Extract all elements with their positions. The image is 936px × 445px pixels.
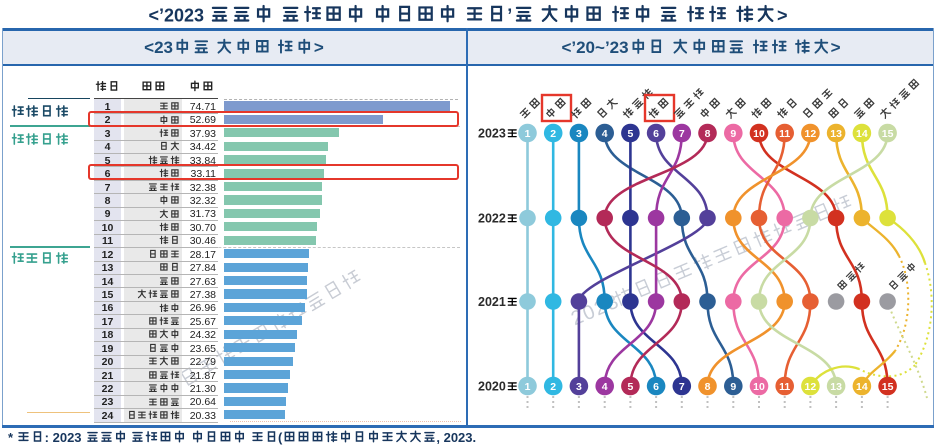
svg-text:11: 11 [779,128,790,140]
svg-text:5: 5 [627,381,633,393]
svg-text:7: 7 [679,381,685,393]
svg-text:8: 8 [705,128,711,140]
svg-text:13: 13 [830,381,842,393]
svg-text:2: 2 [550,128,556,140]
svg-text:7: 7 [679,128,685,140]
svg-text:10: 10 [753,381,765,393]
svg-text:3: 3 [576,381,582,393]
svg-text:4: 4 [602,128,608,140]
svg-text:6: 6 [653,128,659,140]
svg-text:9: 9 [730,128,736,140]
svg-text:1: 1 [525,381,531,393]
svg-text:5: 5 [627,128,633,140]
svg-text:2020: 2020 [478,379,506,393]
svg-text:2: 2 [550,381,556,393]
svg-text:6: 6 [653,381,659,393]
svg-text:12: 12 [805,128,817,140]
svg-text:2021: 2021 [478,295,506,309]
svg-text:2023: 2023 [478,126,506,140]
svg-text:8: 8 [705,381,711,393]
svg-text:1: 1 [525,128,531,140]
svg-text:3: 3 [576,128,582,140]
svg-text:4: 4 [602,381,608,393]
svg-text:11: 11 [779,381,790,393]
svg-text:13: 13 [830,128,842,140]
svg-text:9: 9 [730,381,736,393]
svg-text:15: 15 [882,128,894,140]
svg-text:14: 14 [856,128,868,140]
svg-text:2022: 2022 [478,211,506,225]
svg-text:14: 14 [856,381,868,393]
svg-text:10: 10 [753,128,765,140]
svg-text:15: 15 [882,381,894,393]
svg-text:12: 12 [805,381,817,393]
